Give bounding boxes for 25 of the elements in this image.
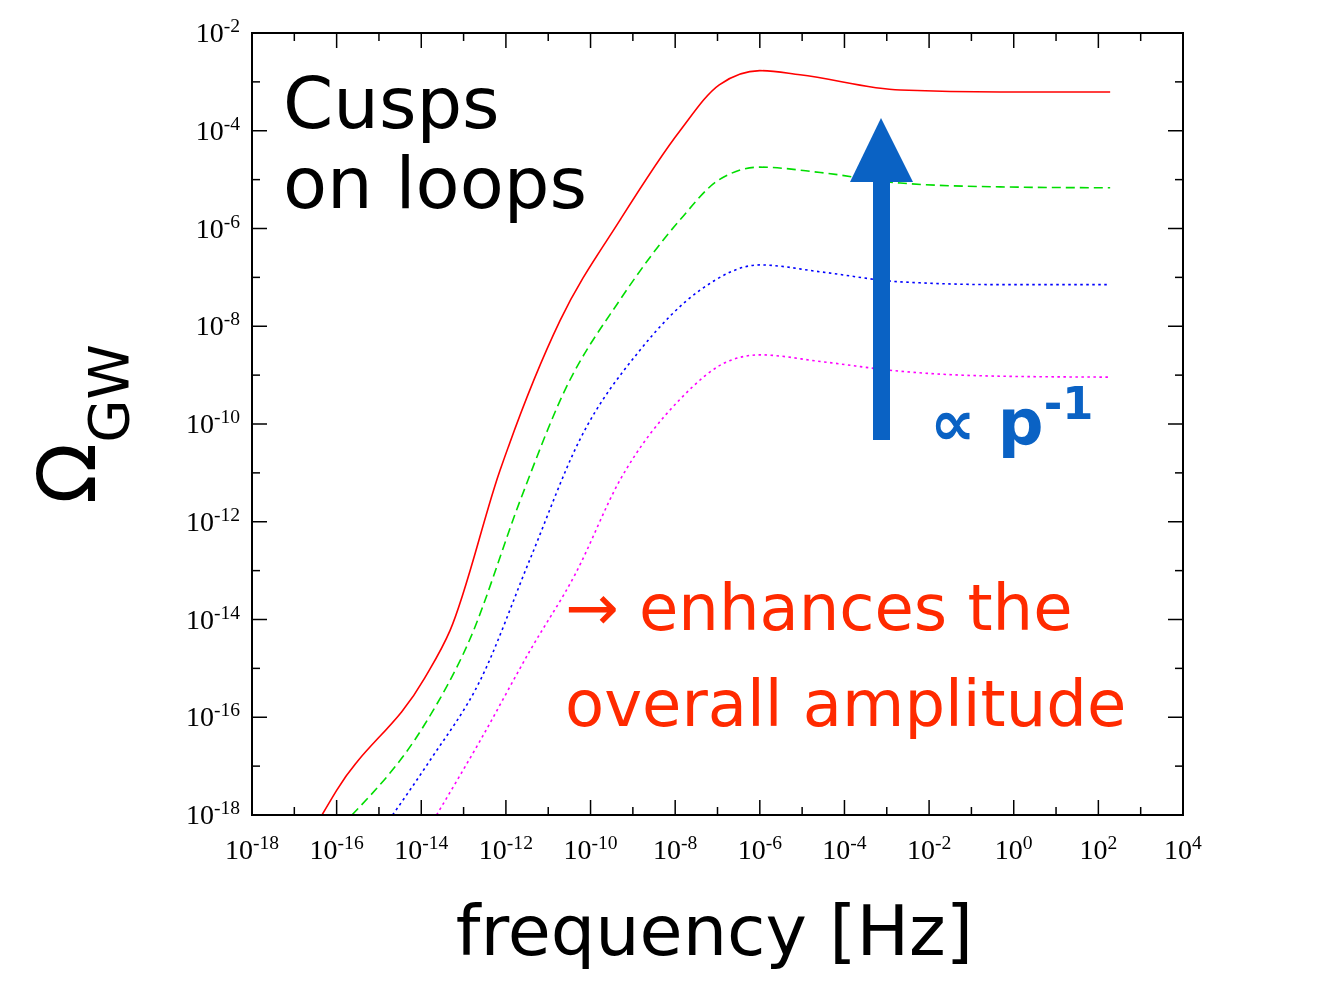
x-axis-title: frequency [Hz]: [455, 890, 974, 972]
x-tick-label: 10$^{-4}$: [822, 831, 867, 865]
annotation: ∝ p$^{-1}$: [930, 376, 1094, 460]
annotation: → enhances the overall amplitude: [565, 571, 1127, 741]
y-tick-label: 10$^{-10}$: [185, 405, 241, 439]
y-tick-label: 10$^{-12}$: [185, 503, 240, 537]
y-tick-label: 10$^{-8}$: [195, 307, 241, 342]
x-tick-label: 10$^{-16}$: [309, 831, 364, 865]
y-tick-label: 10$^{-4}$: [195, 112, 241, 146]
x-tick-label: 10$^{-8}$: [653, 831, 698, 865]
x-tick-label: 10$^{0}$: [994, 831, 1033, 865]
annotation: Cusps on loops: [283, 61, 587, 225]
x-tick-label: 10$^{-18}$: [224, 831, 280, 865]
y-tick-label: 10$^{-6}$: [195, 210, 241, 244]
y-tick-label: 10$^{-18}$: [185, 796, 241, 830]
y-tick-label: 10$^{-16}$: [185, 698, 241, 733]
y-tick-label: 10$^{-2}$: [195, 14, 240, 48]
x-tick-label: 10$^{-10}$: [563, 831, 618, 865]
x-tick-label: 10$^{-2}$: [906, 831, 952, 865]
x-tick-label: 10$^{-14}$: [394, 831, 449, 865]
x-tick-label: 10$^{4}$: [1164, 831, 1203, 865]
y-tick-label: 10$^{-14}$: [185, 601, 241, 635]
x-tick-label: 10$^{-12}$: [478, 831, 533, 865]
x-tick-label: 10$^{-6}$: [737, 831, 783, 865]
x-tick-label: 10$^{2}$: [1079, 831, 1118, 865]
